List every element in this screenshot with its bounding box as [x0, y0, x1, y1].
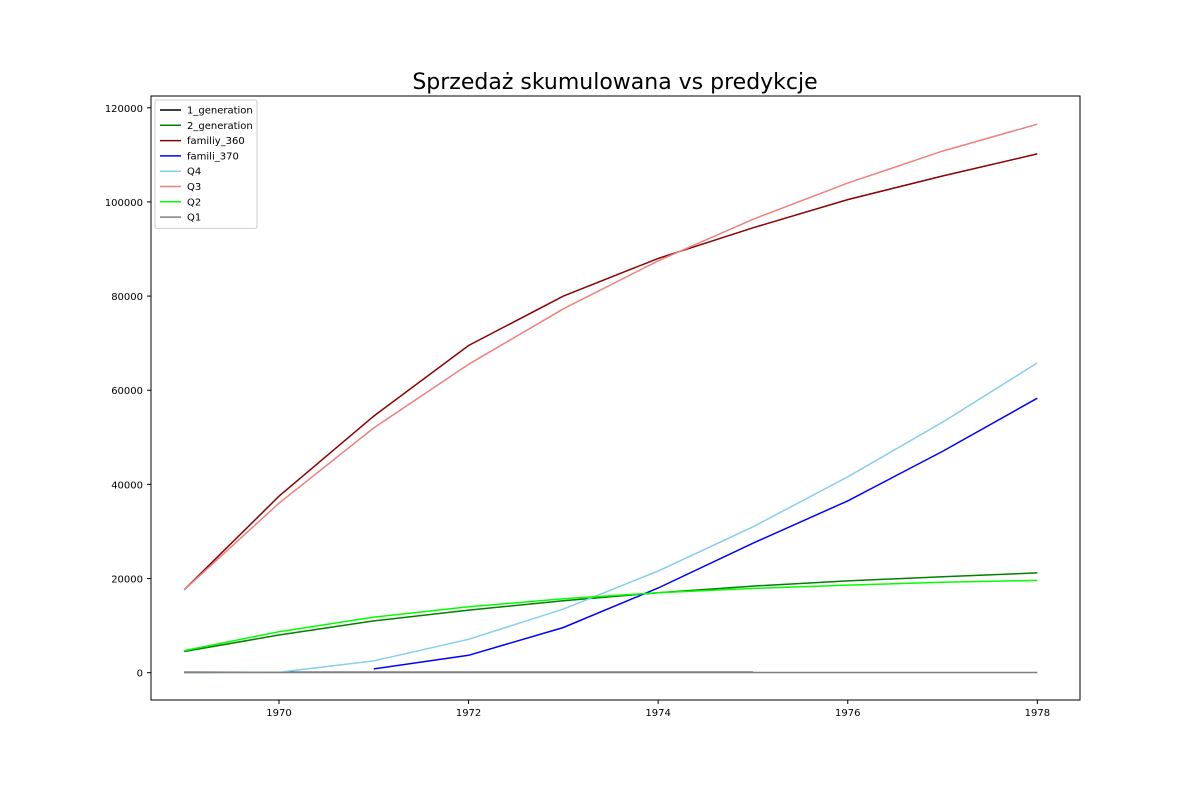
x-tick-label: 1974 — [645, 708, 670, 719]
x-tick-label: 1976 — [835, 708, 860, 719]
legend-label: Q1 — [187, 213, 201, 224]
series-line-q3 — [183, 123, 1038, 591]
y-tick-label: 80000 — [111, 292, 143, 303]
legend-label: Q2 — [187, 197, 201, 208]
series-line-q2 — [184, 579, 1038, 652]
legend: 1_generation 2_generation familiy_360famil… — [154, 99, 258, 229]
legend-box — [154, 99, 258, 229]
x-tick-label: 1970 — [266, 708, 291, 719]
y-tick-label: 60000 — [111, 386, 143, 397]
x-tick-label: 1978 — [1025, 708, 1050, 719]
legend-label: familiy_360 — [187, 136, 245, 147]
legend-label: 2_generation — [187, 121, 253, 132]
y-tick-label: 100000 — [105, 198, 143, 209]
axis-ticks: 1970 1972 1974 1976 1978 0 20000 40000 60000 8000… — [105, 104, 1050, 719]
series-line-familiy-360 — [183, 153, 1038, 591]
legend-label: Q4 — [187, 167, 201, 178]
series-line-q4 — [184, 362, 1038, 674]
legend-label: Q3 — [187, 182, 201, 193]
y-tick-label: 120000 — [105, 104, 143, 115]
chart-title: Sprzedaż skumulowana vs predykcje — [412, 70, 817, 95]
series-line-2-generation — [184, 572, 1038, 653]
y-tick-label: 40000 — [111, 480, 143, 491]
y-tick-label: 20000 — [111, 575, 143, 586]
y-tick-label: 0 — [137, 669, 143, 680]
series-lines — [183, 123, 1038, 674]
series-line-famili-370 — [373, 397, 1038, 670]
plot-area-frame — [150, 95, 1081, 701]
legend-label: 1_generation — [187, 106, 253, 117]
x-tick-label: 1972 — [456, 708, 481, 719]
legend-label: famili_370 — [187, 151, 239, 162]
